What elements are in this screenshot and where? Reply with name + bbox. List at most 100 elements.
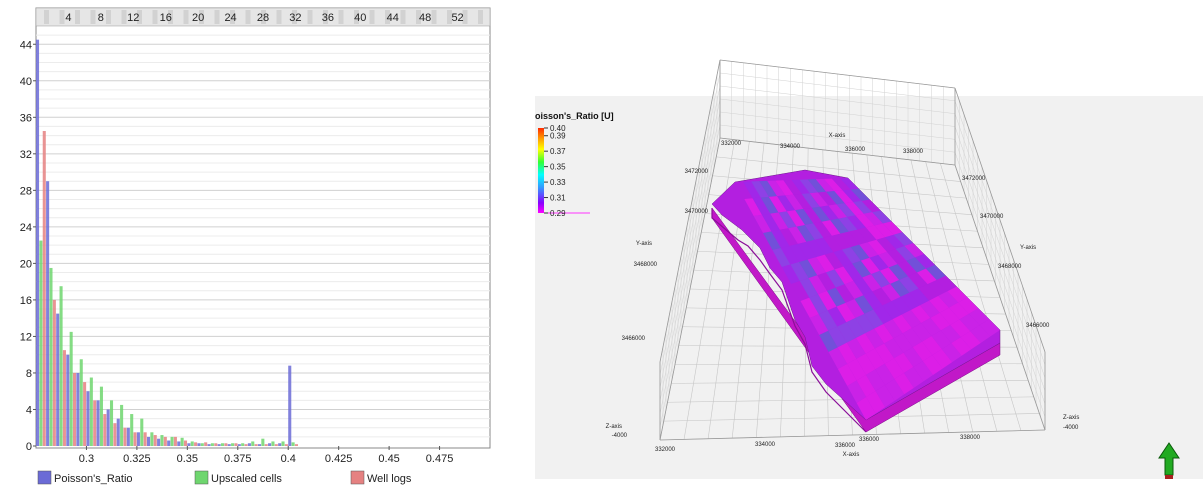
surface-cell [775, 180, 794, 196]
histogram-bar [146, 436, 151, 446]
surface-cell [847, 215, 866, 230]
grid-line [954, 100, 1046, 366]
surface-cell [885, 234, 905, 249]
surface-cell [791, 281, 810, 301]
surface-cell [938, 291, 959, 308]
top-axis-hatch-mark [478, 10, 483, 24]
top-axis-hatch-mark [90, 10, 96, 24]
plot-frame [35, 7, 491, 449]
axis-label: 3472000 [685, 169, 709, 175]
surface-cell [883, 319, 903, 339]
histogram-bar [133, 432, 137, 446]
histogram-bar [56, 313, 60, 446]
surface-cell [875, 385, 895, 408]
surface-cell [762, 213, 780, 232]
histogram-bar [237, 444, 241, 446]
surface-cell [950, 319, 971, 338]
y-tick-label: 44 [20, 39, 32, 51]
surface-cell [856, 353, 876, 375]
surface-cell [859, 242, 879, 258]
bounding-box-edge [719, 59, 956, 89]
surface-cell [872, 287, 892, 306]
histogram-bar [210, 443, 214, 446]
surface-cell [865, 348, 885, 370]
surface-cell [799, 179, 818, 194]
top-axis-hatch-mark [261, 10, 266, 24]
histogram-bar [261, 438, 265, 446]
y-axis-ticks: 0 4 8 12 16 20 24 28 32 36 40 44 [20, 39, 36, 453]
surface-cell [855, 313, 875, 334]
surface-cell [881, 283, 901, 302]
surface-cell [828, 204, 847, 219]
histogram-bar [136, 432, 140, 446]
surface-cell [939, 307, 960, 325]
histogram-bar [217, 444, 221, 446]
top-axis-tick-label: 24 [224, 12, 236, 24]
axis-label: X-axis [843, 452, 860, 458]
surface-cell [751, 181, 769, 198]
surface-cell [807, 179, 827, 193]
surface-cell [873, 305, 893, 324]
y-tick-label: 36 [20, 112, 32, 124]
surface-cell [897, 260, 917, 277]
surface-cell [823, 235, 843, 253]
histogram-bar [180, 437, 184, 446]
surface-cell [854, 295, 874, 314]
surface-cell [865, 328, 885, 349]
histogram-bar [288, 365, 292, 446]
legend-label: Poisson's_Ratio [54, 473, 133, 485]
histogram-bar [220, 443, 225, 446]
surface-cell [913, 361, 933, 382]
x-tick-label: 0.375 [224, 453, 252, 465]
top-axis-tick-label: 32 [289, 12, 301, 24]
surface-cell [809, 294, 828, 315]
north-arrow-icon[interactable] [1158, 442, 1180, 479]
surface-cell [951, 337, 972, 356]
top-axis-hatch-mark [338, 10, 344, 24]
axis-label: Z-axis [606, 424, 622, 430]
surface-cell [753, 214, 772, 233]
histogram-bar [177, 441, 181, 446]
top-axis-tick-label: 48 [419, 12, 431, 24]
surface-cell [799, 278, 819, 298]
grid-line [659, 72, 721, 376]
top-axis-hatch-mark [431, 10, 437, 24]
north-arrow-shape[interactable] [1158, 442, 1180, 476]
surface-cell [817, 191, 837, 206]
axis-label: 3468000 [634, 262, 658, 268]
histogram-bar [187, 443, 191, 446]
surface-cell [743, 181, 761, 199]
histogram-bar [72, 372, 77, 446]
y-tick-label: 24 [20, 222, 32, 234]
histogram-bar [120, 404, 124, 446]
surface-cell [759, 180, 778, 197]
surface-cell [781, 264, 800, 284]
histogram-bar [140, 418, 144, 446]
surface-cell [837, 342, 857, 364]
histogram-bar [42, 131, 46, 446]
legend-swatch [194, 470, 209, 485]
colorbar-title: oisson's_Ratio [U] [535, 111, 614, 121]
surface-cell [817, 272, 836, 291]
surface-cell [930, 312, 951, 331]
surface-cell [842, 247, 861, 264]
top-axis-tick-label: 36 [322, 12, 334, 24]
surface-cell [912, 341, 933, 362]
top-axis-tick-label: 52 [451, 12, 463, 24]
axis-label: Y-axis [1020, 245, 1036, 251]
surface-cell [803, 207, 822, 224]
grid-line [719, 72, 956, 102]
top-axis-hatch-mark [199, 10, 204, 24]
surface-cell [882, 221, 903, 235]
surface-cell [904, 243, 924, 258]
axis-label: 334000 [755, 442, 776, 448]
top-axis-hatch-mark [183, 10, 189, 24]
surface-cell [970, 325, 991, 343]
surface-cell [843, 263, 863, 281]
top-axis-hatch-mark [59, 10, 65, 24]
surface-cell [848, 229, 868, 245]
3d-axis-labels: X-axis 332000 334000 336000 338000 3472000 347… [606, 133, 1080, 458]
surface-cell [931, 330, 952, 350]
